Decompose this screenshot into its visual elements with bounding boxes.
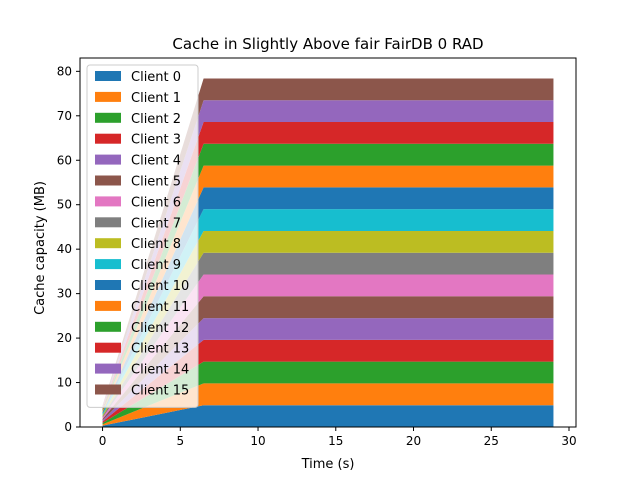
area-series-client-1	[102, 383, 554, 426]
area-series-group	[102, 78, 554, 427]
legend-label: Client 1	[131, 91, 181, 106]
legend-label: Client 11	[131, 300, 189, 315]
y-tick-label: 0	[64, 420, 72, 434]
y-tick-label: 80	[57, 64, 72, 78]
legend-label: Client 0	[131, 70, 181, 85]
x-axis-title: Time (s)	[301, 457, 355, 472]
legend-label: Client 3	[131, 133, 181, 148]
legend-label: Client 5	[131, 175, 181, 190]
y-tick-label: 30	[57, 287, 72, 301]
y-tick-label: 20	[57, 331, 72, 345]
legend-label: Client 14	[131, 363, 189, 378]
legend-swatch	[95, 238, 121, 249]
area-series-client-4	[102, 318, 554, 422]
legend-label: Client 15	[131, 384, 189, 399]
plot-frame	[79, 57, 577, 428]
legend-swatch	[95, 342, 121, 353]
axes-group: 0 5 10 15 20 25 30 0 10 20 30 40 50 60 70 80	[57, 57, 577, 448]
legend-label: Client 9	[131, 258, 181, 273]
area-series-client-3	[102, 339, 554, 423]
area-series-client-6	[102, 274, 554, 419]
x-tick-label: 30	[561, 434, 576, 448]
y-axis-title: Cache capacity (MB)	[33, 181, 48, 315]
legend-swatch	[95, 196, 121, 207]
legend-label: Client 6	[131, 195, 181, 210]
legend-swatch	[95, 175, 121, 186]
legend-label: Client 8	[131, 237, 181, 252]
x-tick-label: 0	[99, 434, 107, 448]
legend-swatch	[95, 363, 121, 374]
legend-swatch	[95, 280, 121, 290]
area-series-client-7	[102, 252, 554, 418]
legend-swatch	[95, 154, 121, 165]
legend-label: Client 12	[131, 321, 189, 336]
legend: Client 0 Client 1 Client 2 Client 3 Client 4…	[86, 64, 199, 408]
x-tick-label: 5	[176, 434, 184, 448]
area-series-client-5	[102, 296, 554, 421]
x-tick-label: 10	[250, 434, 265, 448]
legend-swatch	[95, 259, 121, 270]
legend-swatch	[95, 133, 121, 144]
area-series-client-0	[102, 405, 554, 427]
area-series-client-9	[102, 209, 554, 415]
x-tick-label: 15	[328, 434, 343, 448]
legend-swatch	[95, 384, 121, 395]
x-tick-label: 20	[406, 434, 421, 448]
legend-label: Client 4	[131, 154, 181, 169]
legend-label: Client 10	[131, 279, 189, 294]
legend-swatch	[95, 321, 121, 332]
y-tick-label: 70	[57, 109, 72, 123]
y-tick-label: 50	[57, 198, 72, 212]
chart-title: Cache in Slightly Above fair FairDB 0 RA…	[172, 35, 483, 53]
y-tick-label: 10	[57, 376, 72, 390]
legend-label: Client 2	[131, 112, 181, 127]
y-tick-label: 60	[57, 153, 72, 167]
legend-swatch	[95, 217, 121, 228]
legend-swatch	[95, 112, 121, 123]
area-series-client-2	[102, 361, 554, 425]
legend-label: Client 7	[131, 216, 181, 231]
legend-swatch	[95, 300, 121, 311]
area-series-client-8	[102, 230, 554, 417]
y-tick-label: 40	[57, 242, 72, 256]
x-tick-label: 25	[484, 434, 499, 448]
legend-swatch	[95, 91, 121, 102]
legend-swatch	[95, 71, 121, 81]
legend-label: Client 13	[131, 342, 189, 357]
